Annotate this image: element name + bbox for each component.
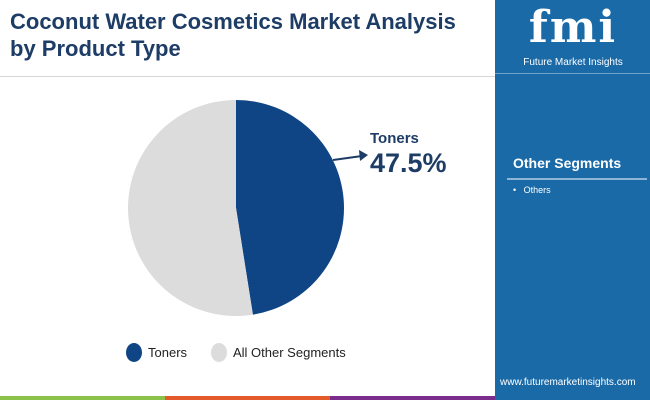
legend-label: Toners	[148, 345, 188, 360]
page-title: Coconut Water Cosmetics Market Analysis …	[10, 9, 456, 61]
pie-chart	[127, 100, 368, 317]
brand-name: Future Market Insights	[523, 57, 623, 68]
legend-swatch	[211, 343, 227, 362]
side-panel: fmi Future Market Insights Other Segment…	[495, 0, 650, 400]
slice-label-value: 47.5%	[370, 148, 447, 178]
pie-slice-all-other-segments	[127, 100, 253, 317]
footer-bar-orange	[165, 396, 330, 400]
fmi-logo: fmi Future Market Insights	[517, 4, 629, 69]
legend-swatch	[126, 343, 142, 362]
website-link[interactable]: www.futuremarketinsights.com	[500, 377, 636, 388]
footer-bar-purple	[330, 396, 495, 400]
legend-item-others: All Other Segments	[211, 343, 346, 362]
legend-label: All Other Segments	[233, 345, 346, 360]
footer-bar-green	[0, 396, 165, 400]
divider	[0, 76, 495, 77]
other-segments-title: Other Segments	[513, 155, 622, 171]
divider	[507, 178, 647, 180]
pie-slice-toners	[236, 100, 344, 315]
arrow-head	[359, 150, 368, 161]
label-arrow	[332, 155, 363, 161]
logo-mark: fmi	[528, 2, 618, 53]
segment-item-label: Others	[523, 185, 551, 195]
slice-label-name: Toners	[370, 130, 419, 147]
divider	[495, 73, 650, 74]
slice-callout: Toners 47.5%	[370, 130, 447, 179]
segment-item: • Others	[513, 185, 551, 195]
legend-item-toners: Toners	[126, 343, 187, 362]
